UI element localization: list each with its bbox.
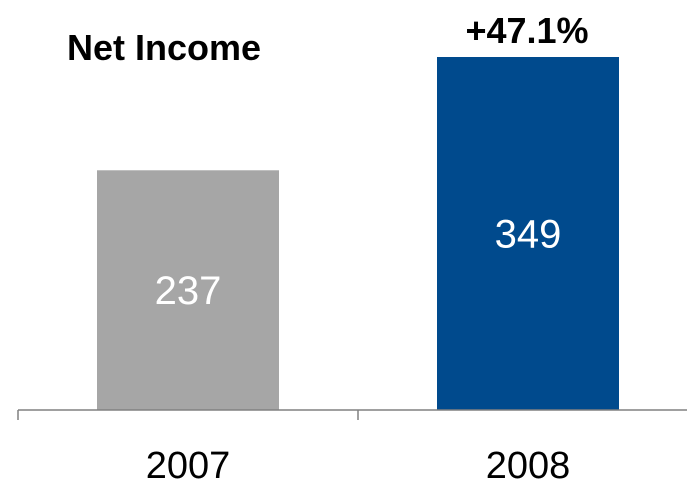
growth-annotation: +47.1% bbox=[465, 10, 588, 51]
x-tick-labels: 2007 2008 bbox=[146, 445, 571, 486]
x-tick-label-2007: 2007 bbox=[146, 445, 231, 486]
bar-2007 bbox=[97, 170, 279, 410]
bar-2008 bbox=[437, 57, 619, 410]
bars-group: 237 349 bbox=[97, 57, 619, 410]
data-label-2007: 237 bbox=[155, 269, 222, 313]
data-label-2008: 349 bbox=[495, 213, 562, 257]
x-tick-label-2008: 2008 bbox=[486, 445, 571, 486]
chart-title: Net Income bbox=[67, 27, 261, 68]
